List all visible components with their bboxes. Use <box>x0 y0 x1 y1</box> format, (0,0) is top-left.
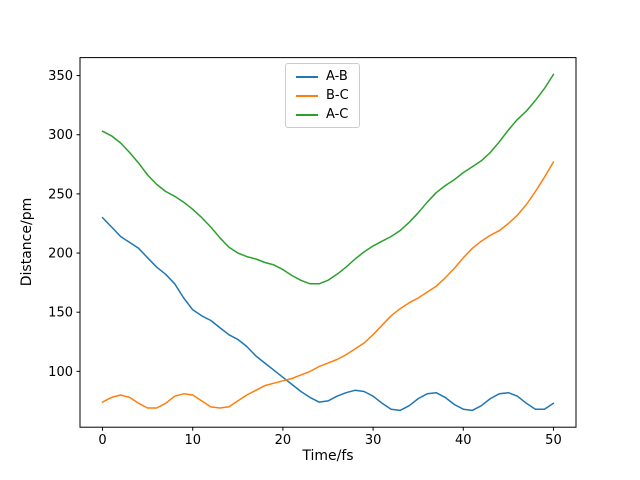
legend-label: B-C <box>326 88 349 103</box>
y-tick-label: 200 <box>48 247 73 262</box>
x-tick-label: 0 <box>98 433 106 448</box>
y-axis-label: Distance/pm <box>19 197 35 287</box>
y-tick-label: 350 <box>48 69 73 84</box>
x-tick-label: 40 <box>455 433 472 448</box>
x-tick-label: 20 <box>275 433 292 448</box>
legend-line-swatch <box>296 94 318 97</box>
legend-label: A-B <box>326 69 348 84</box>
x-tick-label: 10 <box>184 433 201 448</box>
y-tick-label: 150 <box>48 306 73 321</box>
plot-frame <box>79 57 577 428</box>
x-axis-label: Time/fs <box>302 448 354 464</box>
x-tick-label: 50 <box>545 433 562 448</box>
series-line-B-C <box>101 161 555 409</box>
legend: A-B B-C A-C <box>285 63 360 128</box>
y-tick-label: 250 <box>48 187 73 202</box>
y-tick-label: 300 <box>48 128 73 143</box>
legend-line-swatch <box>296 113 318 116</box>
series-line-A-B <box>101 216 555 412</box>
legend-label: A-C <box>326 107 349 122</box>
legend-line-swatch <box>296 75 318 78</box>
y-tick-label: 100 <box>48 365 73 380</box>
legend-entry: A-B <box>296 69 349 84</box>
x-tick-label: 30 <box>365 433 382 448</box>
legend-entry: A-C <box>296 107 349 122</box>
legend-entry: B-C <box>296 88 349 103</box>
series-line-A-C <box>101 73 555 285</box>
